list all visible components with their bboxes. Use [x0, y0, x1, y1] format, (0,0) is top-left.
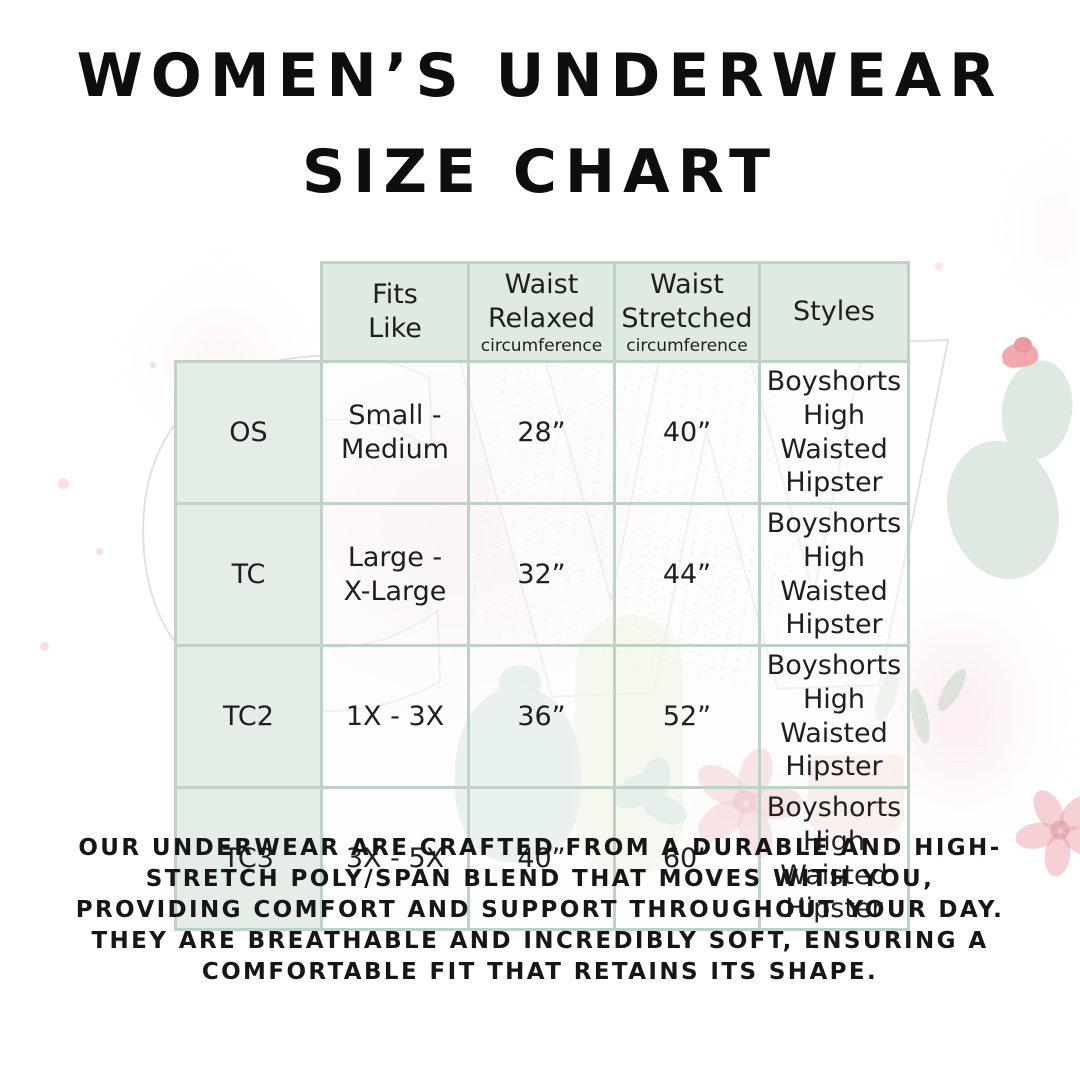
paint-dot — [96, 548, 103, 555]
paint-dot — [58, 478, 69, 489]
page-title-line2: SIZE CHART — [301, 137, 779, 207]
cactus-pad — [994, 355, 1080, 465]
header-row: Fits Like Waist Relaxed circumference Wa… — [176, 261, 910, 363]
waist-relaxed-cell: 32” — [467, 502, 616, 647]
size-chart-table: Fits Like Waist Relaxed circumference Wa… — [174, 261, 910, 931]
leaf — [933, 665, 971, 715]
description-line: THEY ARE BREATHABLE AND INCREDIBLY SOFT,… — [91, 928, 989, 954]
flower-petal — [1052, 788, 1080, 839]
waist-relaxed-label: Waist Relaxed — [487, 269, 596, 335]
table-row-os: OS Small - Medium 28” 40” Boyshorts High… — [174, 360, 910, 505]
description-line: OUR UNDERWEAR ARE CRAFTED FROM A DURABLE… — [78, 835, 1002, 861]
cactus-flower — [1014, 337, 1032, 353]
circumference-note: circumference — [480, 335, 603, 356]
product-description: OUR UNDERWEAR ARE CRAFTED FROM A DURABLE… — [0, 833, 1080, 988]
waist-stretched-label: Waist Stretched — [621, 269, 753, 335]
fits-like-cell: Large - X-Large — [320, 502, 470, 647]
page-title: WOMEN’S UNDERWEAR SIZE CHART — [0, 28, 1080, 220]
paint-dot — [935, 262, 943, 270]
table-row-tc: TC Large - X-Large 32” 44” Boyshorts Hig… — [174, 502, 910, 647]
page-title-line1: WOMEN’S UNDERWEAR — [76, 41, 1004, 111]
waist-stretched-cell: 52” — [613, 644, 761, 789]
paint-dot — [40, 642, 49, 651]
styles-cell: Boyshorts High Waisted Hipster — [758, 502, 910, 647]
cactus-flower — [1000, 340, 1040, 370]
cactus-pad — [932, 428, 1074, 592]
table-row-tc2: TC2 1X - 3X 36” 52” Boyshorts High Waist… — [174, 644, 910, 789]
leaf — [906, 686, 934, 746]
size-cell: TC2 — [174, 644, 323, 789]
description-line: COMFORTABLE FIT THAT RETAINS ITS SHAPE. — [201, 959, 879, 985]
fits-like-label: Fits Like — [368, 279, 422, 344]
styles-cell: Boyshorts High Waisted Hipster — [758, 644, 910, 789]
size-cell: OS — [174, 360, 323, 505]
size-cell: TC — [174, 502, 323, 647]
waist-stretched-header: Waist Stretched circumference — [613, 261, 761, 363]
styles-cell: Boyshorts High Waisted Hipster — [758, 360, 910, 505]
waist-stretched-cell: 44” — [613, 502, 761, 647]
waist-relaxed-header: Waist Relaxed circumference — [467, 261, 616, 363]
description-line: STRETCH POLY/SPAN BLEND THAT MOVES WITH … — [145, 866, 935, 892]
flower-petal — [1027, 784, 1071, 836]
waist-relaxed-cell: 28” — [467, 360, 616, 505]
fits-like-cell: 1X - 3X — [320, 644, 470, 789]
styles-label: Styles — [793, 296, 875, 328]
paint-dot — [150, 362, 156, 368]
waist-stretched-cell: 40” — [613, 360, 761, 505]
size-cell: TC3 — [174, 786, 323, 931]
prickly-pear-cactus-illustration — [930, 335, 1080, 625]
fits-like-cell: Small - Medium — [320, 360, 470, 505]
empty-corner-cell — [176, 263, 322, 362]
description-line: PROVIDING COMFORT AND SUPPORT THROUGHOUT… — [75, 897, 1005, 923]
fits-like-header: Fits Like — [320, 261, 470, 363]
styles-header: Styles — [758, 261, 910, 363]
waist-relaxed-cell: 36” — [467, 644, 616, 789]
circumference-note: circumference — [626, 335, 748, 356]
